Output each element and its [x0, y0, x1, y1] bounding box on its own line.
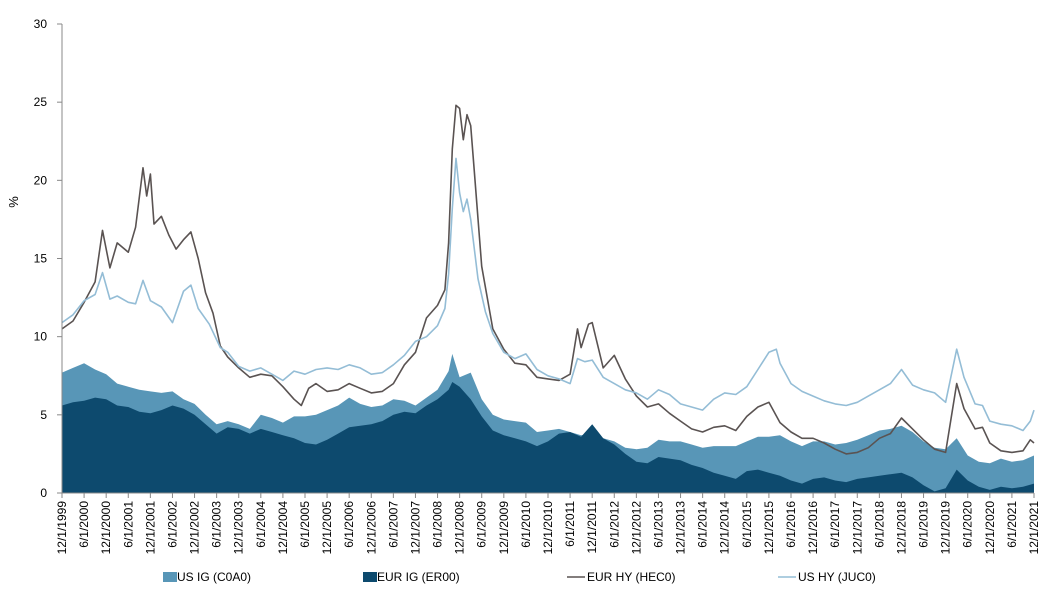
x-tick-label: 6/1/2000 — [77, 501, 91, 548]
axes-group: 0 5 10 15 20 25 30% 12/1/1999 6/1/2000 12/1/2000 6… — [6, 17, 1041, 554]
series-area-1 — [62, 382, 1034, 493]
series-line-2 — [61, 104, 1035, 455]
legend-swatch — [363, 572, 377, 582]
x-tick-label: 12/1/2009 — [497, 501, 511, 555]
x-tick-label: 6/1/2017 — [828, 501, 842, 548]
y-tick-label: 30 — [34, 17, 48, 31]
x-tick-label: 6/1/2008 — [431, 501, 445, 548]
line-series-group — [61, 104, 1035, 455]
y-tick-label: 5 — [40, 408, 47, 422]
x-tick-label: 6/1/2013 — [652, 501, 666, 548]
x-tick-label: 12/1/2014 — [718, 501, 732, 555]
x-tick-label: 6/1/2007 — [386, 501, 400, 548]
x-tick-label: 12/1/2018 — [895, 501, 909, 555]
y-tick-label: 10 — [34, 330, 48, 344]
x-tick-label: 6/1/2009 — [475, 501, 489, 548]
x-tick-label: 6/1/2011 — [563, 501, 577, 547]
x-tick-label: 12/1/2021 — [1027, 501, 1041, 555]
x-tick-label: 6/1/2006 — [342, 501, 356, 548]
x-tick-label: 12/1/2011 — [585, 501, 599, 554]
x-tick-label: 12/1/2007 — [409, 501, 423, 555]
legend-label: EUR HY (HEC0) — [587, 570, 675, 584]
x-tick-label: 12/1/2005 — [320, 501, 334, 555]
legend-label: US IG (C0A0) — [177, 570, 251, 584]
legend-label: EUR IG (ER00) — [377, 570, 460, 584]
x-tick-label: 6/1/2012 — [607, 501, 621, 548]
x-tick-label: 12/1/2013 — [674, 501, 688, 555]
x-tick-label: 6/1/2014 — [696, 501, 710, 548]
x-tick-label: 6/1/2018 — [872, 501, 886, 548]
x-tick-label: 12/1/2012 — [629, 501, 643, 555]
legend-swatch — [163, 572, 177, 582]
x-tick-label: 6/1/2003 — [210, 501, 224, 548]
x-tick-label: 6/1/2019 — [917, 501, 931, 548]
x-tick-label: 12/1/2008 — [453, 501, 467, 555]
y-tick-label: 15 — [34, 252, 48, 266]
x-tick-label: 6/1/2015 — [740, 501, 754, 548]
x-tick-label: 6/1/2016 — [784, 501, 798, 548]
x-tick-label: 6/1/2002 — [166, 501, 180, 548]
x-tick-label: 6/1/2010 — [519, 501, 533, 548]
legend-label: US HY (JUC0) — [798, 570, 876, 584]
x-tick-label: 12/1/2004 — [276, 501, 290, 555]
y-tick-label: 20 — [34, 173, 48, 187]
legend: US IG (C0A0) EUR IG (ER00) EUR HY (HEC0) US… — [163, 570, 876, 584]
x-tick-label: 6/1/2004 — [254, 501, 268, 548]
x-tick-label: 12/1/2016 — [806, 501, 820, 555]
x-tick-label: 6/1/2005 — [298, 501, 312, 548]
y-axis-label: % — [6, 196, 21, 208]
x-tick-label: 12/1/2010 — [541, 501, 555, 555]
x-tick-label: 12/1/2017 — [850, 501, 864, 555]
x-tick-label: 12/1/2002 — [188, 501, 202, 555]
x-tick-label: 12/1/2001 — [143, 501, 157, 555]
series-line-3 — [61, 157, 1035, 432]
x-tick-label: 12/1/2019 — [939, 501, 953, 555]
x-tick-label: 12/1/2006 — [364, 501, 378, 555]
x-tick-label: 6/1/2001 — [121, 501, 135, 548]
x-tick-label: 12/1/1999 — [55, 501, 69, 555]
area-series-group — [62, 353, 1034, 493]
x-tick-label: 12/1/2015 — [762, 501, 776, 555]
x-tick-label: 12/1/2003 — [232, 501, 246, 555]
y-tick-label: 0 — [40, 486, 47, 500]
x-tick-label: 6/1/2020 — [961, 501, 975, 548]
x-tick-label: 6/1/2021 — [1005, 501, 1019, 548]
y-tick-label: 25 — [34, 95, 48, 109]
x-tick-label: 12/1/2020 — [983, 501, 997, 555]
x-tick-label: 12/1/2000 — [99, 501, 113, 555]
